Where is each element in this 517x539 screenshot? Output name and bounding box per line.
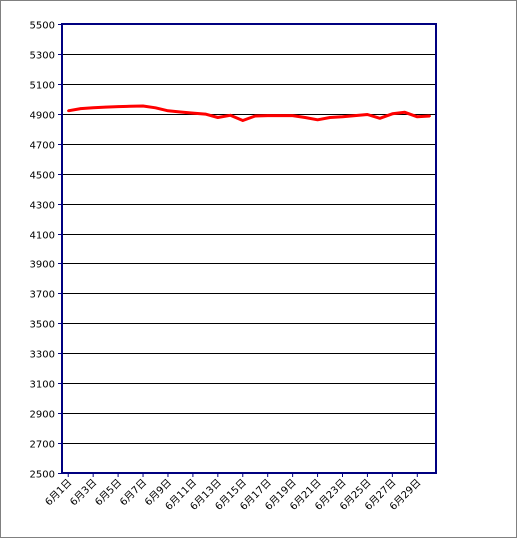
data-point <box>166 109 170 113</box>
data-point <box>129 105 132 108</box>
data-point <box>328 116 332 119</box>
data-point <box>254 114 257 118</box>
data-point <box>154 106 157 110</box>
y-tick-label: 4500 <box>30 171 55 182</box>
y-tick-label: 5300 <box>30 51 55 62</box>
series-layer <box>67 104 431 122</box>
y-tick-label: 3500 <box>30 320 55 331</box>
data-point <box>79 107 82 110</box>
data-point <box>229 114 232 117</box>
gridlines <box>62 54 436 444</box>
y-axis-ticks: 2500 2700 2900 3100 3300 3500 3700 3900 4100 4300… <box>30 21 62 481</box>
x-tick-label: 6月3日 <box>68 477 100 509</box>
data-point <box>191 111 195 115</box>
y-tick-label: 3100 <box>30 380 55 391</box>
data-point <box>141 104 145 108</box>
data-point <box>291 114 294 117</box>
data-point <box>204 112 207 116</box>
y-tick-label: 4700 <box>30 141 55 152</box>
data-point <box>316 118 319 121</box>
data-point <box>179 110 182 114</box>
y-tick-label: 2500 <box>30 470 55 481</box>
y-tick-label: 3700 <box>30 290 55 301</box>
data-point <box>67 109 70 113</box>
y-tick-label: 4100 <box>30 231 55 242</box>
y-tick-label: 3300 <box>30 350 55 361</box>
y-tick-label: 2700 <box>30 440 55 451</box>
y-tick-label: 5500 <box>30 21 55 32</box>
data-point <box>403 111 407 114</box>
data-point <box>366 113 369 116</box>
x-axis-ticks: 6月1日6月3日6月5日6月7日6月9日6月11日6月13日6月15日6月17日… <box>43 473 423 513</box>
data-point <box>104 105 107 109</box>
y-tick-label: 2900 <box>30 410 55 421</box>
y-tick-label: 5100 <box>30 81 55 92</box>
data-point <box>391 112 394 116</box>
data-point <box>116 105 120 108</box>
x-tick-label: 6月1日 <box>43 477 75 509</box>
y-tick-label: 4900 <box>30 111 55 122</box>
data-point <box>216 116 220 119</box>
data-point <box>303 116 307 119</box>
series-line-0 <box>67 104 430 122</box>
x-tick-label: 6月7日 <box>118 477 150 509</box>
data-point <box>341 115 344 118</box>
data-point <box>416 115 419 118</box>
data-point <box>278 114 282 117</box>
y-tick-label: 3900 <box>30 260 55 271</box>
data-point <box>378 117 382 120</box>
data-point <box>353 114 357 117</box>
x-tick-label: 6月5日 <box>93 477 125 509</box>
y-tick-label: 4300 <box>30 201 55 212</box>
plot-area-border <box>61 23 437 474</box>
data-point <box>428 114 431 118</box>
data-point <box>91 106 95 110</box>
data-point <box>241 119 244 122</box>
data-point <box>266 114 269 117</box>
